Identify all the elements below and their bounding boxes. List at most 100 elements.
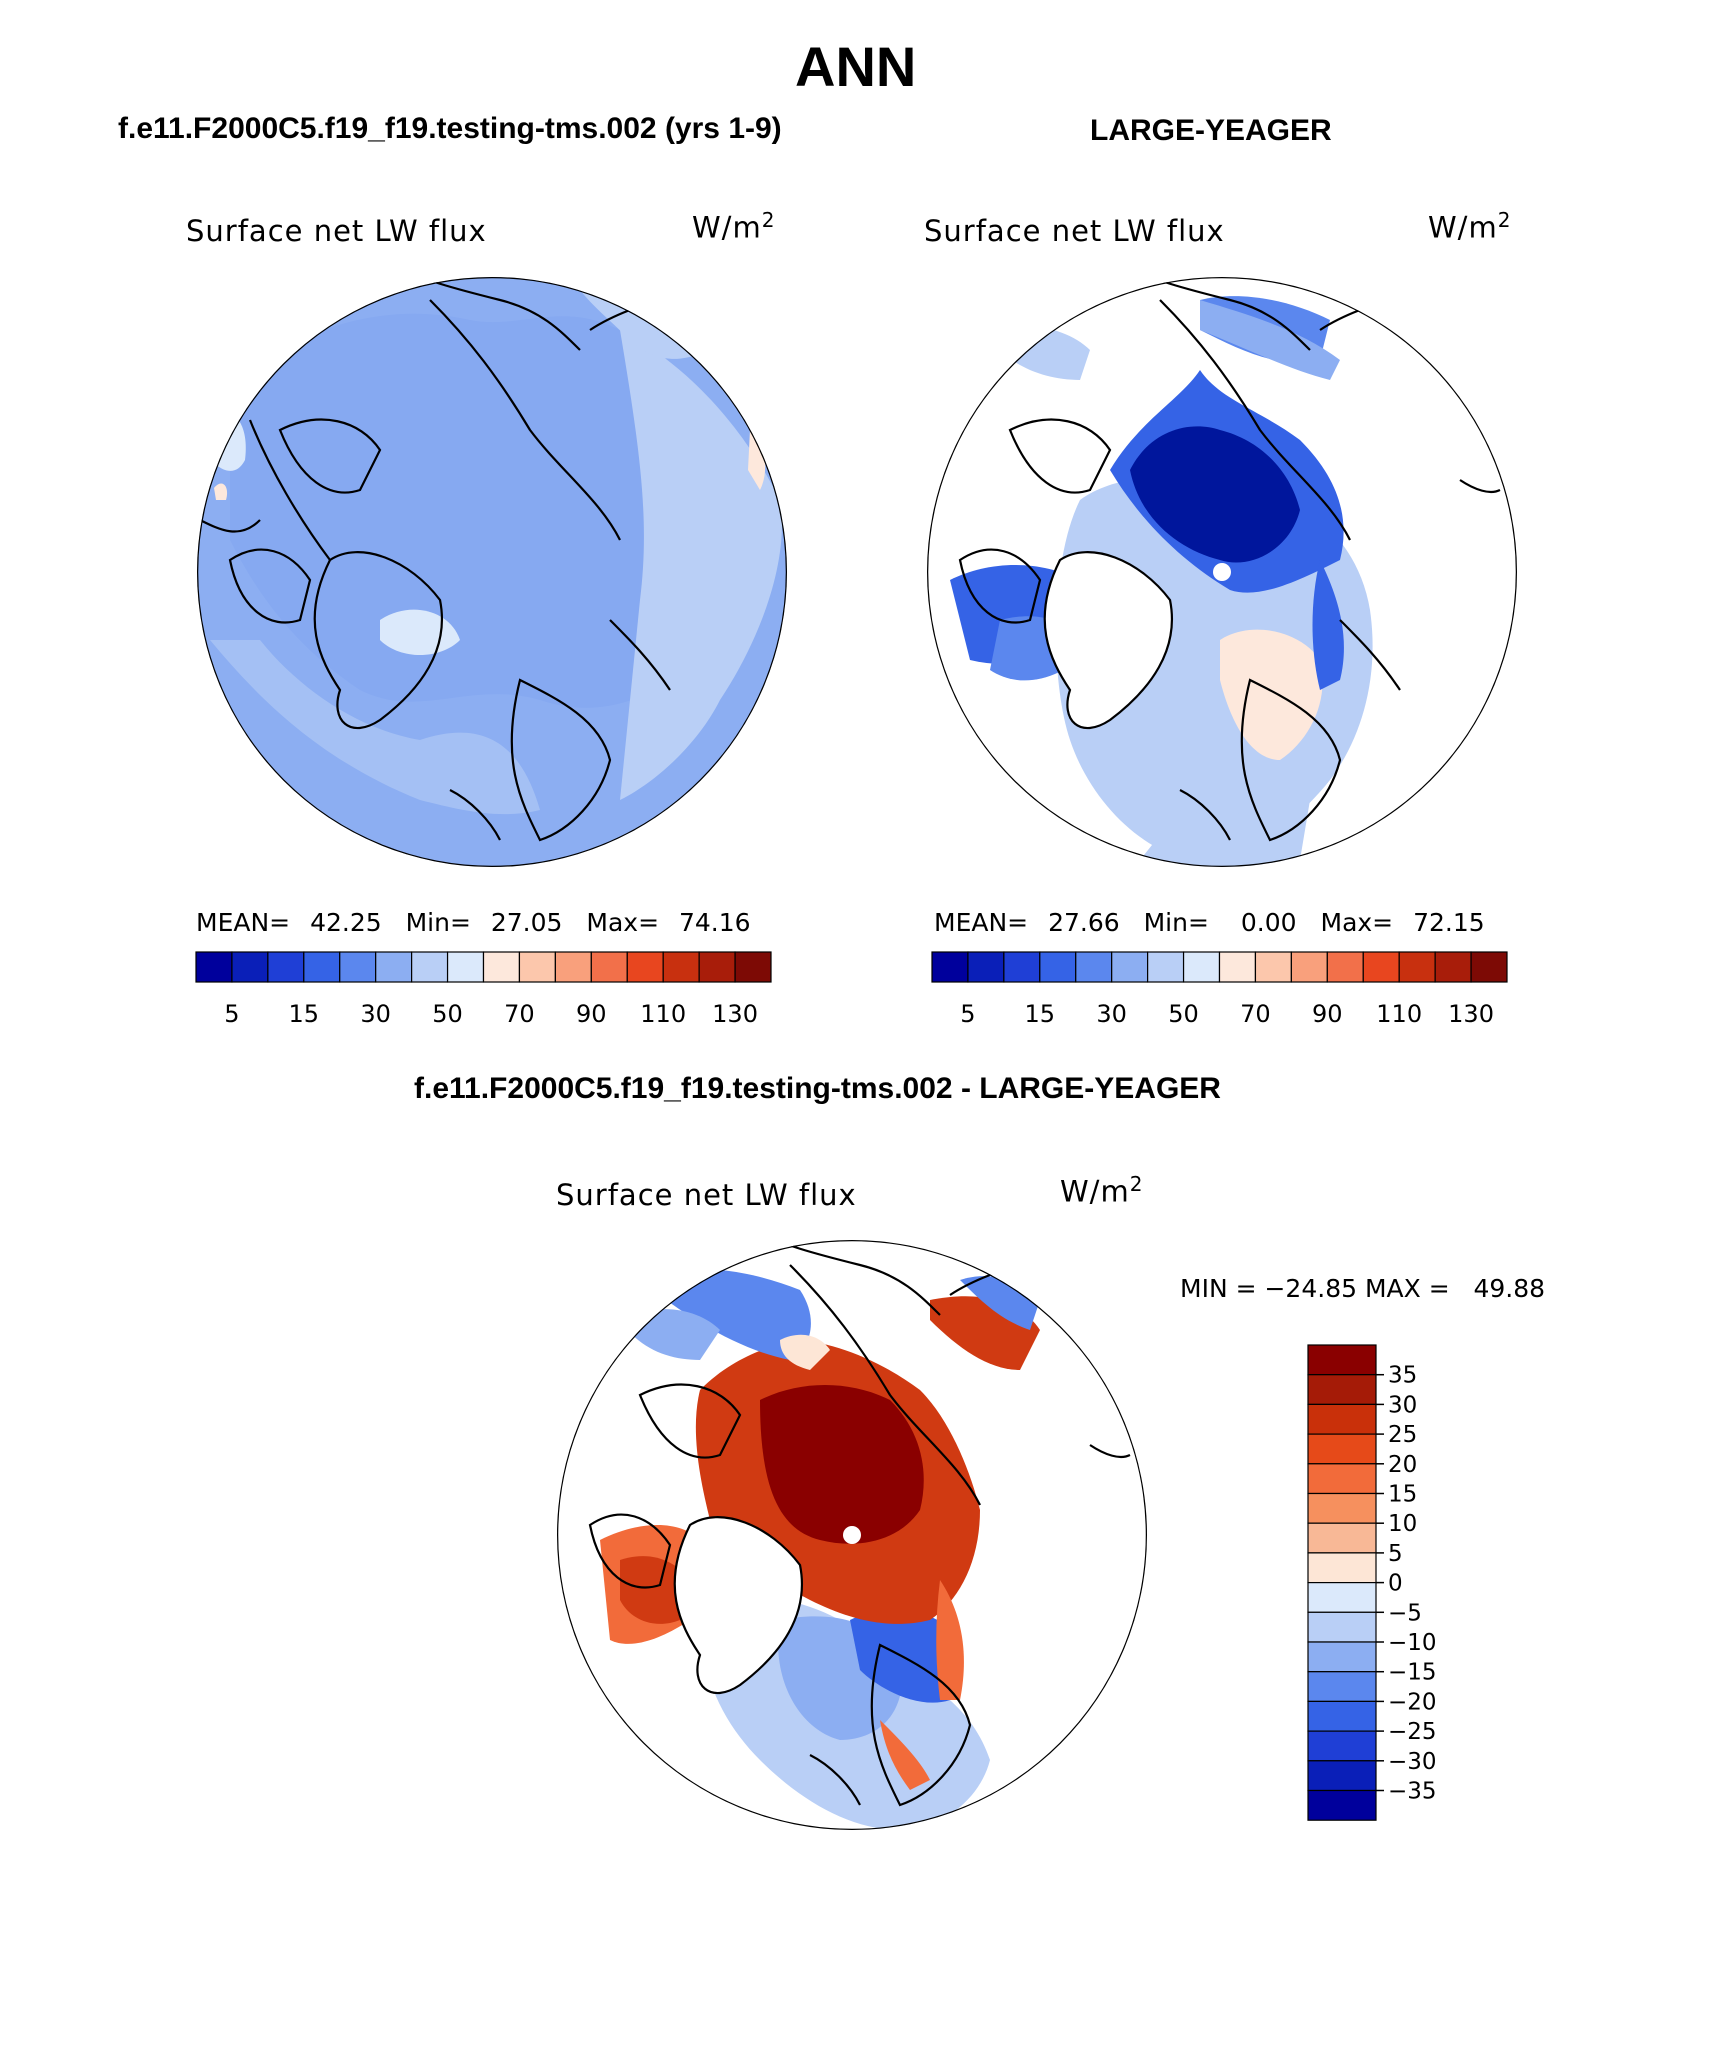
right-colorbar-tick-label: 130 xyxy=(1448,1000,1494,1028)
right-mean-value: 27.66 xyxy=(1048,908,1120,937)
right-colorbar-swatch xyxy=(1326,951,1364,983)
right-colorbar-swatch xyxy=(1434,951,1472,983)
diff-colorbar-swatch xyxy=(1307,1552,1377,1584)
diff-colorbar-tick-label: 10 xyxy=(1388,1511,1417,1537)
left-mean-label: MEAN= xyxy=(196,908,291,937)
right-colorbar-tick-label: 110 xyxy=(1376,1000,1422,1028)
right-colorbar-swatch xyxy=(967,951,1005,983)
left-colorbar-swatch xyxy=(375,951,413,983)
diff-variable-label: Surface net LW flux xyxy=(556,1178,857,1212)
left-colorbar-swatch xyxy=(267,951,305,983)
left-colorbar-swatch xyxy=(482,951,521,983)
right-stats: MEAN= 27.66 Min= 0.00 Max= 72.15 xyxy=(934,908,1485,937)
left-colorbar-tick-label: 5 xyxy=(224,1000,239,1028)
right-colorbar-swatch xyxy=(1039,951,1077,983)
right-colorbar-tick-label: 70 xyxy=(1240,1000,1271,1028)
left-colorbar-swatch xyxy=(734,951,772,983)
diff-colorbar-swatch xyxy=(1307,1730,1377,1762)
diff-colorbar-tick-label: −30 xyxy=(1388,1749,1437,1775)
right-colorbar-tick-label: 90 xyxy=(1312,1000,1343,1028)
right-polar-map xyxy=(927,277,1517,867)
diff-colorbar-tick-label: −15 xyxy=(1388,1660,1437,1686)
right-min-value: 0.00 xyxy=(1240,908,1297,937)
diff-colorbar-swatch xyxy=(1307,1522,1377,1554)
right-colorbar-tick-label: 15 xyxy=(1025,1000,1056,1028)
diff-colorbar-swatch xyxy=(1307,1403,1377,1435)
diff-colorbar: 35 30 25 20 15 10 5 0 −5 −10 −15 −20 −25 −30 −35 xyxy=(1307,1344,1437,1821)
right-colorbar-swatch xyxy=(931,951,969,983)
left-colorbar-swatch xyxy=(698,951,736,983)
left-colorbar-tick-label: 15 xyxy=(289,1000,320,1028)
diff-colorbar-swatch xyxy=(1307,1671,1377,1702)
left-units-base: W/m xyxy=(692,210,762,245)
diff-colorbar-tick-label: 30 xyxy=(1388,1392,1417,1418)
right-colorbar-swatch xyxy=(1254,951,1292,983)
right-mean-label: MEAN= xyxy=(934,908,1029,937)
left-colorbar-swatch xyxy=(339,951,377,983)
diff-units-base: W/m xyxy=(1060,1174,1130,1209)
left-min-label: Min= xyxy=(405,908,471,937)
left-colorbar-swatch xyxy=(590,951,628,983)
diff-colorbar-swatch xyxy=(1307,1789,1377,1821)
right-max-value: 72.15 xyxy=(1413,908,1485,937)
left-colorbar-tick-label: 70 xyxy=(504,1000,535,1028)
right-case-title: LARGE-YEAGER xyxy=(1090,114,1332,147)
left-max-label: Max= xyxy=(586,908,660,937)
diff-colorbar-swatch xyxy=(1307,1492,1377,1524)
right-colorbar-swatch xyxy=(1075,951,1113,983)
diff-units-label: W/m2 xyxy=(1060,1172,1143,1209)
right-colorbar-swatch xyxy=(1182,951,1221,983)
left-colorbar-swatch xyxy=(231,951,269,983)
diff-colorbar-swatch xyxy=(1307,1581,1377,1613)
left-colorbar-tick-label: 110 xyxy=(640,1000,686,1028)
left-units-label: W/m2 xyxy=(692,208,775,245)
diff-colorbar-swatch xyxy=(1307,1344,1377,1376)
right-colorbar-swatch xyxy=(1003,951,1041,983)
diff-colorbar-tick-label: −20 xyxy=(1388,1689,1437,1715)
right-units-base: W/m xyxy=(1428,210,1498,245)
page-title: ANN xyxy=(795,35,917,98)
diff-colorbar-tick-label: 25 xyxy=(1388,1422,1417,1448)
diff-colorbar-swatch xyxy=(1307,1641,1377,1673)
left-colorbar-tick-label: 90 xyxy=(576,1000,607,1028)
diff-colorbar-tick-label: 5 xyxy=(1388,1541,1403,1567)
diff-colorbar-swatch xyxy=(1307,1611,1377,1643)
left-variable-label: Surface net LW flux xyxy=(186,214,487,248)
left-colorbar-swatch xyxy=(518,951,556,983)
left-colorbar-swatch xyxy=(446,951,485,983)
right-colorbar-swatch xyxy=(1470,951,1508,983)
left-colorbar-tick-label: 50 xyxy=(432,1000,463,1028)
right-colorbar-swatch xyxy=(1147,951,1185,983)
diff-colorbar-tick-label: 15 xyxy=(1388,1482,1417,1508)
diff-colorbar-tick-label: −5 xyxy=(1388,1600,1422,1626)
left-stats: MEAN= 42.25 Min= 27.05 Max= 74.16 xyxy=(196,908,751,937)
left-colorbar-swatch xyxy=(626,951,664,983)
diff-colorbar-swatch xyxy=(1307,1760,1377,1792)
right-units-label: W/m2 xyxy=(1428,208,1511,245)
diff-colorbar-tick-label: 20 xyxy=(1388,1452,1417,1478)
left-polar-map xyxy=(197,277,787,867)
right-colorbar-tick-label: 30 xyxy=(1096,1000,1127,1028)
left-colorbar-tick-label: 30 xyxy=(360,1000,391,1028)
diff-colorbar-swatch xyxy=(1307,1433,1377,1465)
right-colorbar-tick-label: 5 xyxy=(960,1000,975,1028)
left-colorbar-swatch xyxy=(195,951,233,983)
left-colorbar-swatch xyxy=(554,951,592,983)
diff-colorbar-swatch xyxy=(1307,1463,1377,1495)
left-colorbar-swatch xyxy=(303,951,341,983)
left-units-exponent: 2 xyxy=(761,208,776,232)
diff-colorbar-tick-label: 35 xyxy=(1388,1363,1417,1389)
diff-colorbar-swatch xyxy=(1307,1374,1377,1405)
right-colorbar-swatch xyxy=(1398,951,1436,983)
diff-minmax: MIN = −24.85 MAX = 49.88 xyxy=(1180,1274,1546,1303)
diff-colorbar-swatch xyxy=(1307,1700,1377,1732)
diff-colorbar-tick-label: −35 xyxy=(1388,1779,1437,1805)
left-colorbar: 5 15 30 50 70 90 110 130 xyxy=(195,951,772,1028)
diff-title: f.e11.F2000C5.f19_f19.testing-tms.002 - … xyxy=(414,1072,1221,1105)
left-case-title: f.e11.F2000C5.f19_f19.testing-tms.002 (y… xyxy=(118,112,782,145)
diff-colorbar-tick-label: −25 xyxy=(1388,1719,1437,1745)
right-colorbar-tick-label: 50 xyxy=(1168,1000,1199,1028)
left-min-value: 27.05 xyxy=(490,908,563,937)
diff-colorbar-tick-label: 0 xyxy=(1388,1571,1403,1597)
left-mean-value: 42.25 xyxy=(310,908,382,937)
